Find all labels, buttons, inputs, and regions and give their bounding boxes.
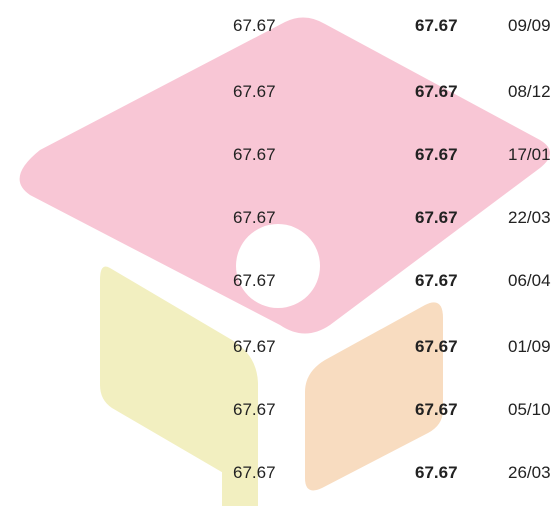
yellow-bar [222, 440, 258, 506]
value-cell: 67.67 [415, 400, 458, 419]
date-cell: 17/01 [508, 145, 551, 164]
value-cell: 67.67 [233, 271, 276, 290]
date-cell: 01/09 [508, 337, 551, 356]
value-cell: 67.67 [233, 82, 276, 101]
hole [236, 224, 320, 308]
value-cell: 67.67 [415, 337, 458, 356]
value-cell: 67.67 [233, 16, 276, 35]
value-cell: 67.67 [415, 16, 458, 35]
value-cell: 67.67 [415, 208, 458, 227]
value-cell: 67.67 [415, 463, 458, 482]
value-cell: 67.67 [415, 145, 458, 164]
date-cell: 06/04 [508, 271, 551, 290]
value-cell: 67.67 [233, 145, 276, 164]
date-cell: 08/12 [508, 82, 551, 101]
value-cell: 67.67 [233, 463, 276, 482]
date-cell: 26/03 [508, 463, 551, 482]
value-cell: 67.67 [415, 271, 458, 290]
value-cell: 67.67 [233, 337, 276, 356]
value-cell: 67.67 [415, 82, 458, 101]
value-cell: 67.67 [233, 400, 276, 419]
date-cell: 22/03 [508, 208, 551, 227]
date-cell: 09/09 [508, 16, 551, 35]
orange-shape [305, 302, 443, 491]
yellow-shape [100, 266, 258, 483]
date-cell: 05/10 [508, 400, 551, 419]
value-cell: 67.67 [233, 208, 276, 227]
pink-shape [19, 17, 551, 334]
